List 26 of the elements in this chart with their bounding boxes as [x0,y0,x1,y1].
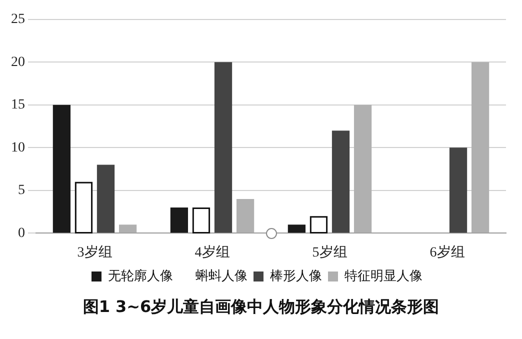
bar [471,62,490,233]
legend-label: 棒形人像 [270,268,322,283]
y-tick-label: 0 [18,226,25,241]
y-tick-label: 20 [11,54,25,70]
text: 图1 3~6岁儿童自画像中人物形象分化情况条形图 [82,297,440,318]
bar [118,224,137,233]
bar [236,198,254,233]
bar [288,224,306,233]
bar [354,104,372,233]
bar [52,104,71,233]
x-tick-label: 3岁组 [77,244,112,260]
y-tick-label: 25 [11,12,25,28]
bar [96,164,115,233]
bar [214,62,232,233]
text: 蝌蚪人像 [196,268,248,283]
y-tick-label: 10 [11,140,25,156]
bar [449,148,468,233]
bar [332,130,350,233]
y-tick-label: 5 [18,183,25,198]
legend-label: 无轮廓人像 [108,268,173,283]
y-tick-label: 15 [11,98,25,113]
bar [170,208,188,233]
x-tick-label: 6岁组 [430,244,465,260]
legend-label: 特征明显人像 [344,268,422,283]
x-tick-label: 4岁组 [194,244,230,260]
x-tick-label: 5岁组 [312,244,348,260]
